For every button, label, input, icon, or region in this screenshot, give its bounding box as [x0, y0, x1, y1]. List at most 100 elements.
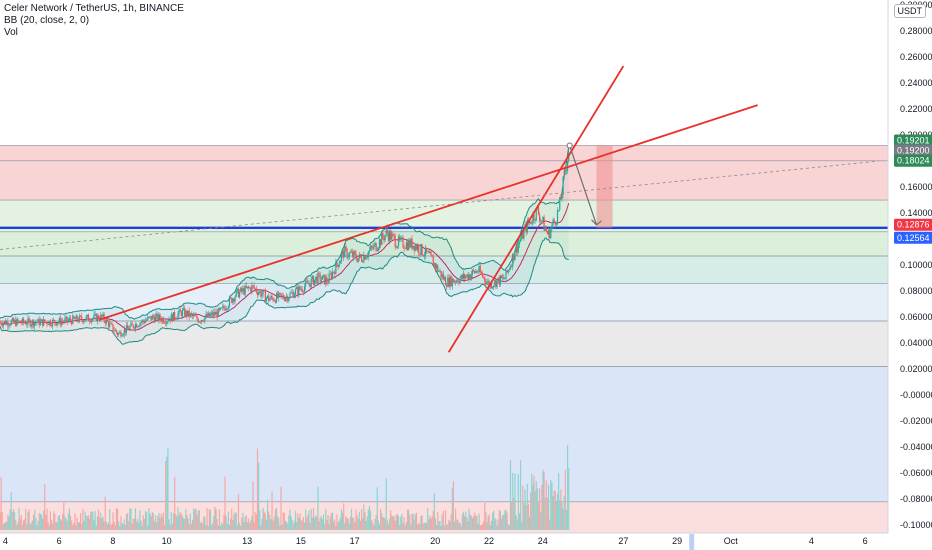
candle-body: [114, 330, 116, 331]
volume-indicator-label[interactable]: Vol: [4, 27, 18, 38]
volume-bar: [90, 512, 92, 530]
volume-bar: [119, 525, 121, 530]
candle-body: [364, 255, 366, 260]
volume-bar: [461, 514, 463, 530]
candle-body: [498, 277, 500, 285]
volume-bar: [0, 511, 1, 530]
volume-bar: [459, 522, 461, 530]
candle-body: [358, 254, 360, 259]
volume-bar: [177, 507, 179, 530]
volume-bar: [474, 512, 476, 530]
candle-body: [24, 322, 26, 323]
volume-bar: [187, 518, 189, 530]
volume-bar: [73, 522, 75, 530]
candle-body: [35, 322, 37, 324]
candle-body: [50, 325, 53, 326]
volume-bar: [264, 513, 266, 530]
volume-bar: [446, 525, 448, 530]
volume-bar: [203, 516, 205, 530]
volume-bar: [44, 483, 46, 530]
bb-indicator-label[interactable]: BB (20, close, 2, 0): [4, 15, 90, 26]
volume-bar: [401, 513, 403, 530]
candle-body: [409, 240, 411, 248]
candle-body: [340, 254, 343, 261]
volume-bar: [517, 474, 519, 530]
candle-body: [284, 298, 287, 301]
time-tick-label: 15: [296, 536, 306, 546]
candle-body: [410, 238, 412, 248]
volume-bar: [429, 515, 431, 530]
volume-bar: [472, 515, 475, 530]
currency-label[interactable]: USDT: [893, 4, 926, 18]
price-badge-text: 0.12876: [897, 220, 930, 230]
volume-bar: [152, 513, 154, 530]
candle-body: [430, 251, 432, 255]
candle-body: [462, 273, 465, 279]
candle-body: [275, 293, 278, 303]
price-badge: [894, 231, 932, 244]
volume-bar: [133, 518, 135, 530]
candle-body: [418, 245, 420, 254]
candle-body: [343, 250, 345, 258]
candle-body: [371, 245, 373, 248]
volume-bar: [150, 516, 152, 530]
candle-body: [245, 285, 247, 288]
volume-bar: [564, 469, 566, 530]
candle-body: [550, 229, 552, 239]
volume-bar: [237, 493, 240, 530]
candle-body: [341, 250, 344, 255]
trendline: [447, 65, 625, 353]
candle-body: [397, 236, 400, 247]
volume-bar: [497, 519, 499, 530]
candle-body: [468, 274, 470, 280]
candle-body: [484, 277, 486, 282]
volume-bar: [46, 508, 48, 530]
volume-bar: [514, 473, 516, 530]
candle-body: [344, 246, 346, 258]
volume-bar: [484, 501, 486, 530]
symbol-title[interactable]: Celer Network / TetherUS, 1h, BINANCE: [4, 3, 184, 14]
candle-body: [162, 318, 165, 323]
volume-bar: [17, 522, 19, 530]
volume-bar: [262, 508, 264, 530]
volume-bar: [4, 521, 7, 530]
candle-body: [166, 321, 168, 324]
candle-body: [124, 329, 126, 333]
volume-bar: [93, 520, 95, 530]
candle-body: [199, 321, 201, 323]
candle-body: [500, 275, 503, 279]
candle-body: [281, 295, 283, 296]
candle-body: [321, 275, 324, 280]
volume-bar: [7, 514, 9, 530]
candle-body: [74, 318, 76, 320]
volume-bar: [37, 520, 39, 530]
candle-body: [456, 280, 458, 283]
volume-bar: [506, 512, 508, 530]
volume-bar: [172, 513, 175, 530]
volume-bar: [159, 518, 161, 530]
candle-body: [147, 316, 149, 320]
volume-bar: [393, 516, 395, 530]
time-tick-label: 4: [809, 536, 814, 546]
volume-bar: [448, 519, 450, 530]
volume-bar: [191, 519, 194, 530]
volume-bar: [160, 513, 162, 530]
candle-body: [73, 315, 75, 319]
volume-bar: [338, 520, 340, 530]
volume-bar: [511, 501, 513, 530]
volume-bar: [69, 515, 72, 530]
drawings[interactable]: [0, 65, 879, 353]
volume-bar: [294, 510, 297, 530]
volume-bar: [539, 488, 541, 530]
volume-bar: [354, 522, 356, 530]
candle-body: [230, 297, 232, 299]
candle-body: [175, 318, 177, 319]
candle-body: [82, 319, 84, 323]
volume-bar: [115, 508, 118, 530]
volume-bar: [325, 508, 327, 530]
price-tick-label: 0.06000: [900, 312, 932, 322]
candle-body: [228, 297, 231, 307]
candle-body: [189, 313, 191, 317]
volume-bar: [85, 515, 87, 530]
